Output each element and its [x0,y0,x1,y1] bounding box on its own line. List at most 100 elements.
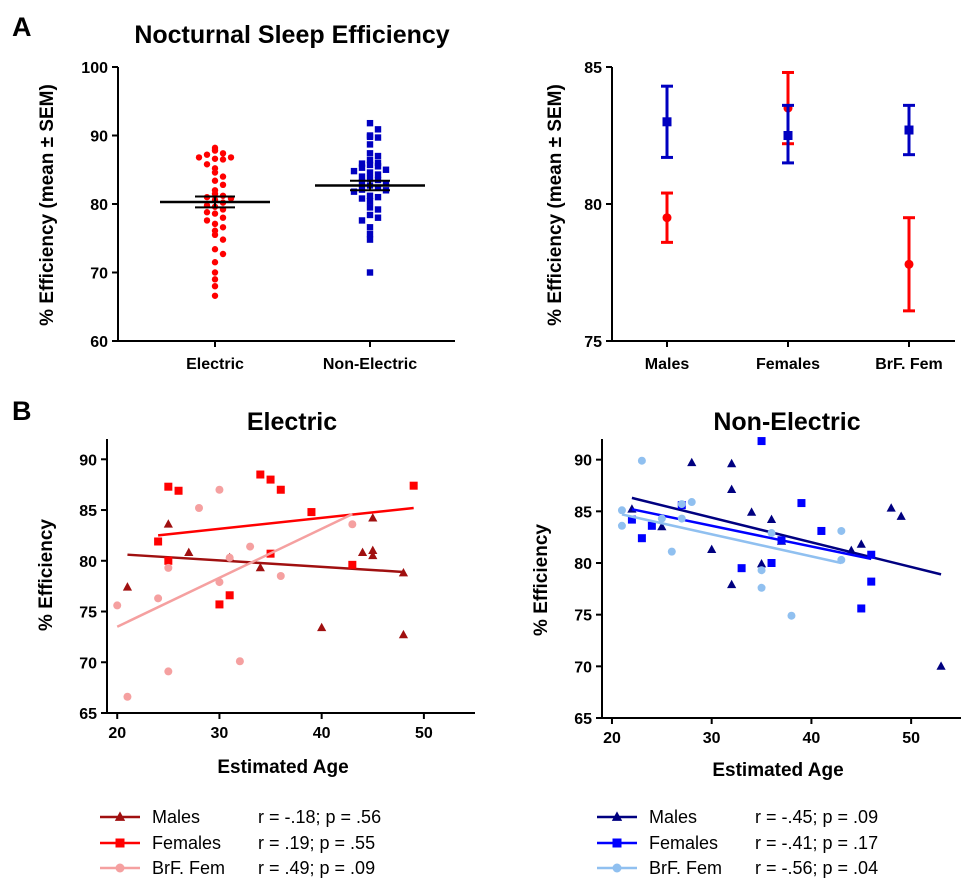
legend-label: Females [649,833,718,853]
legend-marker [114,811,126,821]
data-point [817,526,826,535]
data-point [777,536,786,545]
data-point [746,507,757,516]
data-point [211,276,219,283]
data-point [164,556,173,565]
legend-stats: r = -.41; p = .17 [755,833,878,853]
regression-line [621,513,842,565]
legend-stats: r = -.18; p = .56 [258,807,381,827]
mean-point [904,259,914,269]
data-point [276,572,285,580]
data-point [203,209,211,216]
data-point [211,177,219,184]
data-point [211,269,219,276]
data-point [637,456,646,465]
data-point [225,553,234,562]
data-point [211,210,219,217]
legend-label: Males [152,807,200,827]
y-tick-label: 80 [79,554,97,571]
data-point [756,559,767,568]
data-point [235,657,244,666]
chart-b-left-title: Electric [247,408,337,436]
mean-point [662,213,672,223]
data-point [317,622,327,632]
data-point [766,514,777,523]
y-tick-label: 70 [574,659,592,676]
chart-a-right-ylabel: % Efficiency (mean ± SEM) [545,84,566,326]
data-point [358,164,366,171]
data-point [350,188,358,195]
x-tick-label: Non-Electric [323,356,417,373]
chart-b-left: 65 70 75 80 85 90 20 30 40 50 [79,439,475,742]
data-point [211,292,219,299]
data-point [637,534,646,543]
data-point [195,154,203,161]
data-point [374,171,382,178]
data-point [203,151,211,158]
data-point [374,134,382,141]
mean-point [783,131,793,140]
data-point [398,629,409,639]
data-point [219,250,227,258]
data-point [203,161,211,168]
data-point [211,220,219,228]
x-tick-label: Electric [186,356,244,373]
y-tick-label: 80 [574,556,592,573]
data-point [787,611,796,620]
data-point [211,169,219,176]
data-point [677,514,686,523]
data-point [374,214,382,221]
data-point [219,173,227,180]
data-point [374,184,382,191]
data-point [366,156,374,164]
chart-a-left-title: Nocturnal Sleep Efficiency [134,21,449,49]
data-point [358,217,366,224]
data-point [219,156,227,163]
data-point [366,119,374,127]
data-point [382,166,390,173]
x-tick-label: 40 [313,725,331,742]
data-point [368,513,378,522]
data-point [767,529,776,538]
data-point [374,193,382,201]
data-point [163,519,173,528]
data-point [382,180,390,187]
legend-marker [612,838,622,848]
data-point [123,692,132,701]
data-point [797,499,806,508]
y-tick-label: 75 [79,605,97,622]
y-tick-label: 80 [90,197,108,214]
legend-marker [612,863,622,873]
data-point [219,150,227,157]
data-point [164,563,173,572]
chart-a-left-ylabel: % Efficiency (mean ± SEM) [37,84,58,326]
data-point [154,537,163,546]
legend-label: BrF. Fem [649,858,722,878]
x-tick-label: 20 [603,730,621,747]
data-point [677,500,686,509]
x-tick-label: Males [645,356,690,373]
x-tick-label: 20 [108,725,126,742]
data-point [174,486,183,495]
panel-label-a: A [12,12,32,42]
regression-line [157,506,414,537]
data-point [219,236,227,243]
y-tick-label: 80 [584,197,602,214]
legends: Males r = -.18; p = .56 Females r = .19; p … [100,807,878,878]
legend-label: Females [152,833,221,853]
data-point [856,539,866,548]
y-tick-label: 65 [79,706,97,723]
legend-marker [115,863,125,873]
mean-point [904,125,914,135]
panel-label-b: B [12,396,32,426]
data-point [366,169,374,176]
data-point [366,150,374,157]
data-point [687,457,697,467]
data-point [366,269,374,276]
y-tick-label: 85 [79,503,97,520]
data-point [164,667,173,676]
data-point [215,600,224,609]
x-tick-label: 40 [803,730,821,747]
data-point [211,147,219,154]
